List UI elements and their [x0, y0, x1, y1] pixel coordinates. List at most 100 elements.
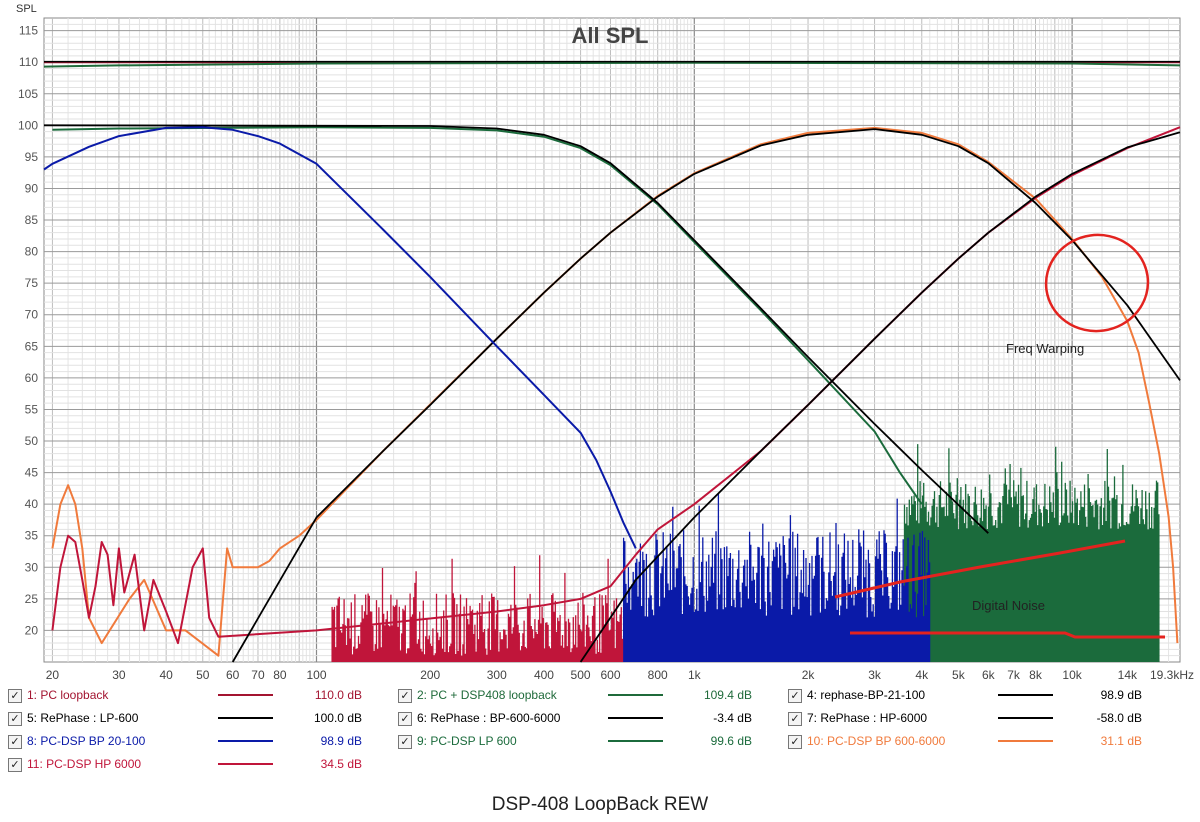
y-tick-label: 30: [25, 560, 39, 574]
noise-trend-line: [834, 539, 1126, 599]
legend-series-name: 8: PC-DSP BP 20-100: [27, 734, 146, 748]
legend-item: ✓ 2: PC + DSP408 loopback 109.4 dB: [390, 684, 785, 706]
x-tick-label: 6k: [982, 668, 996, 682]
x-tick-label: 50: [196, 668, 210, 682]
series-line-2: [43, 61, 1181, 68]
legend-item: ✓ 7: RePhase : HP-6000 -58.0 dB: [780, 707, 1175, 729]
legend-swatch: [998, 717, 1053, 719]
series-line-7: [43, 126, 637, 549]
y-tick-label: 110: [19, 55, 38, 69]
noise-floor-line: [850, 631, 1165, 639]
y-tick-label: 70: [25, 308, 39, 322]
legend-series-value: 34.5 dB: [320, 757, 362, 771]
legend-series-name: 1: PC loopback: [27, 688, 109, 702]
legend-swatch: [218, 717, 273, 719]
x-tick-label: 500: [571, 668, 591, 682]
legend-checkbox[interactable]: ✓: [8, 712, 22, 726]
x-tick-label: 8k: [1029, 668, 1043, 682]
x-tick-label: 20: [46, 668, 60, 682]
y-tick-label: 50: [25, 434, 39, 448]
legend-swatch: [608, 740, 663, 742]
legend-checkbox[interactable]: ✓: [398, 735, 412, 749]
legend-checkbox[interactable]: ✓: [788, 689, 802, 703]
legend-series-value: 110.0 dB: [314, 688, 362, 702]
legend-checkbox[interactable]: ✓: [788, 712, 802, 726]
x-tick-label: 1k: [688, 668, 702, 682]
x-tick-label: 100: [306, 668, 326, 682]
x-tick-label: 3k: [868, 668, 882, 682]
legend-series-value: 109.4 dB: [703, 688, 752, 702]
x-tick-label: 5k: [952, 668, 966, 682]
legend: ✓ 1: PC loopback 110.0 dB ✓ 2: PC + DSP408 l…: [0, 684, 1200, 784]
legend-item: ✓ 4: rephase-BP-21-100 98.9 dB: [780, 684, 1175, 706]
legend-series-value: -3.4 dB: [713, 711, 752, 725]
x-tick-label: 600: [600, 668, 620, 682]
y-tick-label: 105: [18, 87, 38, 101]
series-line-4: [43, 124, 989, 534]
series-line-5: [231, 128, 1181, 663]
x-tick-labels: 20 30 40 50 60 70 80 100 200 300 400 500 600 800 1k 2k 3…: [46, 668, 1194, 682]
legend-item: ✓ 5: RePhase : LP-600 100.0 dB: [0, 707, 395, 729]
series-line-6: [579, 131, 1181, 663]
legend-checkbox[interactable]: ✓: [398, 712, 412, 726]
y-tick-label: 60: [25, 371, 39, 385]
y-tick-label: 20: [25, 623, 39, 637]
x-tick-label: 4k: [915, 668, 929, 682]
y-tick-label: 40: [25, 497, 39, 511]
x-tick-label: 2k: [802, 668, 816, 682]
legend-series-name: 10: PC-DSP BP 600-6000: [807, 734, 946, 748]
legend-checkbox[interactable]: ✓: [8, 758, 22, 772]
legend-checkbox[interactable]: ✓: [8, 689, 22, 703]
y-tick-label: 80: [25, 245, 39, 259]
legend-swatch: [218, 763, 273, 765]
legend-series-name: 7: RePhase : HP-6000: [807, 711, 928, 725]
legend-swatch: [218, 740, 273, 742]
legend-swatch: [998, 694, 1053, 696]
y-tick-label: 25: [25, 592, 39, 606]
legend-swatch: [998, 740, 1053, 742]
legend-checkbox[interactable]: ✓: [788, 735, 802, 749]
y-axis-label: SPL: [16, 3, 37, 15]
y-tick-label: 75: [25, 276, 39, 290]
legend-series-name: 4: rephase-BP-21-100: [807, 688, 926, 702]
legend-item: ✓ 10: PC-DSP BP 600-6000 31.1 dB: [780, 730, 1175, 752]
annotation-digital-noise: Digital Noise: [972, 598, 1045, 613]
y-tick-label: 55: [25, 402, 39, 416]
x-tick-label: 30: [112, 668, 126, 682]
figure-caption: DSP-408 LoopBack REW: [491, 794, 709, 815]
x-tick-label: 200: [420, 668, 440, 682]
legend-item: ✓ 9: PC-DSP LP 600 99.6 dB: [390, 730, 785, 752]
y-tick-labels: 20 25 30 35 40 45 50 55 60 65 70 75 80 85 90 95 100 105 11…: [18, 24, 38, 638]
series-group: [43, 60, 1181, 663]
legend-series-value: 98.9 dB: [1100, 688, 1142, 702]
legend-item: ✓ 1: PC loopback 110.0 dB: [0, 684, 395, 706]
x-tick-label: 80: [273, 668, 287, 682]
legend-series-name: 5: RePhase : LP-600: [27, 711, 139, 725]
legend-item: ✓ 6: RePhase : BP-600-6000 -3.4 dB: [390, 707, 785, 729]
x-tick-label: 14k: [1118, 668, 1138, 682]
y-tick-label: 90: [25, 181, 39, 195]
y-tick-label: 65: [25, 339, 39, 353]
legend-series-name: 2: PC + DSP408 loopback: [417, 688, 557, 702]
noise-fill: [331, 444, 1160, 662]
legend-checkbox[interactable]: ✓: [8, 735, 22, 749]
y-tick-label: 85: [25, 213, 39, 227]
y-tick-label: 35: [25, 529, 39, 543]
x-tick-label: 40: [159, 668, 173, 682]
y-tick-label: 115: [19, 24, 38, 38]
y-tick-label: 95: [25, 150, 39, 164]
legend-series-name: 9: PC-DSP LP 600: [417, 734, 517, 748]
y-tick-label: 100: [18, 118, 38, 132]
legend-series-value: 31.1 dB: [1100, 734, 1142, 748]
legend-swatch: [608, 717, 663, 719]
legend-checkbox[interactable]: ✓: [398, 689, 412, 703]
legend-series-value: 99.6 dB: [710, 734, 752, 748]
legend-series-value: 100.0 dB: [313, 711, 362, 725]
x-tick-label: 70: [251, 668, 265, 682]
bp20-100-noise: [622, 493, 931, 662]
hp6000-noise: [331, 555, 624, 662]
x-tick-label: 10k: [1062, 668, 1082, 682]
legend-swatch: [608, 694, 663, 696]
annotation-freq-warping: Freq Warping: [1006, 341, 1084, 356]
spl-chart: 20 25 30 35 40 45 50 55 60 65 70 75 80 85 90 95 100 105 11…: [16, 3, 1194, 682]
